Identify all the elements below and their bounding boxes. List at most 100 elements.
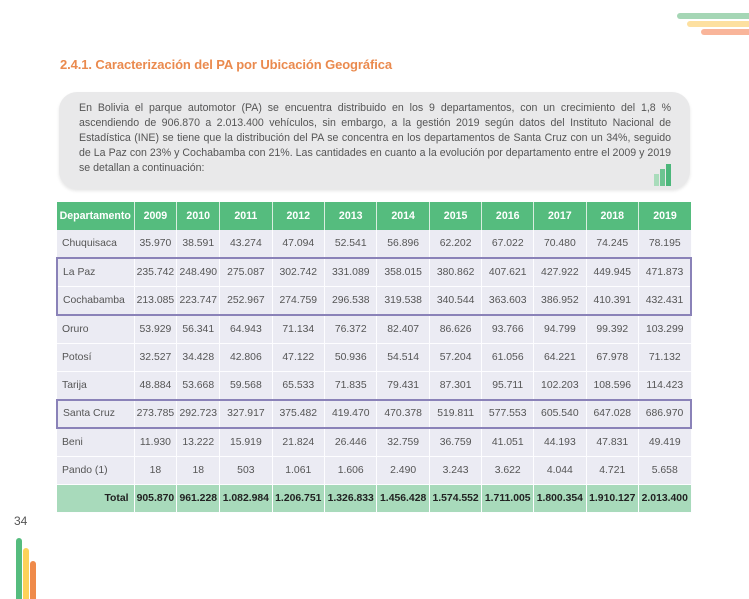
department-name: Santa Cruz xyxy=(56,398,135,430)
vehicle-count-cell: 363.603 xyxy=(481,286,535,316)
department-name: La Paz xyxy=(56,257,135,288)
vehicle-count-cell: 86.626 xyxy=(429,314,483,344)
vehicle-count-cell: 274.759 xyxy=(272,286,326,316)
deco-bar-yellow xyxy=(687,21,749,27)
intro-text: En Bolivia el parque automotor (PA) se e… xyxy=(79,102,671,174)
vehicle-count-cell: 108.596 xyxy=(586,371,639,401)
vehicle-count-cell: 64.943 xyxy=(219,314,273,344)
table-row: Pando (1) 18 18 503 1.061 1.606 2.490 3.243 3.62… xyxy=(57,456,692,486)
deco-bar-green xyxy=(677,13,749,19)
vehicle-count-cell: 419.470 xyxy=(324,398,378,430)
vehicle-count-cell: 99.392 xyxy=(586,314,639,344)
column-header-2010: 2010 xyxy=(176,202,221,230)
column-header-2011: 2011 xyxy=(219,202,273,230)
total-value-cell: 1.206.751 xyxy=(272,484,326,514)
vehicle-count-cell: 18 xyxy=(134,456,178,486)
vehicle-count-cell: 47.094 xyxy=(272,230,326,259)
vehicle-count-cell: 65.533 xyxy=(272,371,326,401)
vehicle-count-cell: 223.747 xyxy=(176,286,221,316)
table-row: Cochabamba 213.085 223.747 252.967 274.759 29… xyxy=(56,286,692,316)
vehicle-count-cell: 26.446 xyxy=(324,428,378,457)
vehicle-count-cell: 407.621 xyxy=(481,257,535,288)
vehicle-count-cell: 42.806 xyxy=(219,343,273,372)
table-header-row: Departamento 2009 2010 2011 2012 2013 2014 2015… xyxy=(57,202,691,230)
vehicle-count-cell: 647.028 xyxy=(586,398,639,430)
deco-bar-green xyxy=(16,538,22,599)
vehicle-count-cell: 503 xyxy=(219,456,273,486)
table-row: Beni 11.930 13.222 15.919 21.824 26.446 32.759… xyxy=(57,428,692,457)
table-row: Oruro 53.929 56.341 64.943 71.134 76.372 82.40… xyxy=(57,314,692,344)
total-value-cell: 905.870 xyxy=(134,484,178,514)
vehicle-count-cell: 36.759 xyxy=(429,428,483,457)
page-number: 34 xyxy=(14,514,28,528)
vehicle-count-cell: 292.723 xyxy=(176,398,221,430)
table-row: Tarija 48.884 53.668 59.568 65.533 71.835 79.4… xyxy=(57,371,692,401)
vehicle-count-cell: 64.221 xyxy=(533,343,587,372)
total-value-cell: 1.082.984 xyxy=(219,484,273,514)
vehicle-count-cell: 427.922 xyxy=(533,257,587,288)
vehicle-count-cell: 70.480 xyxy=(533,230,587,259)
intro-box: En Bolivia el parque automotor (PA) se e… xyxy=(59,92,690,189)
column-header-2014: 2014 xyxy=(376,202,430,230)
vehicle-count-cell: 3.622 xyxy=(481,456,535,486)
vehicle-count-cell: 41.051 xyxy=(481,428,535,457)
vehicle-count-cell: 52.541 xyxy=(324,230,378,259)
vehicle-count-cell: 605.540 xyxy=(533,398,587,430)
vehicle-count-cell: 56.341 xyxy=(176,314,221,344)
column-header-2012: 2012 xyxy=(272,202,326,230)
vehicle-count-cell: 47.122 xyxy=(272,343,326,372)
total-value-cell: 1.326.833 xyxy=(324,484,378,514)
vehicle-count-cell: 380.862 xyxy=(429,257,483,288)
table-row: La Paz 235.742 248.490 275.087 302.742 331.08… xyxy=(56,257,692,288)
vehicle-count-cell: 449.945 xyxy=(586,257,639,288)
vehicle-count-cell: 471.873 xyxy=(638,257,692,288)
vehicle-count-cell: 76.372 xyxy=(324,314,378,344)
column-header-2018: 2018 xyxy=(586,202,639,230)
vehicle-count-cell: 35.970 xyxy=(134,230,178,259)
vehicle-count-cell: 71.134 xyxy=(272,314,326,344)
deco-bar-orange xyxy=(30,561,36,599)
vehicle-count-cell: 13.222 xyxy=(176,428,221,457)
department-name: Potosí xyxy=(57,343,135,372)
vehicle-count-cell: 103.299 xyxy=(638,314,692,344)
vehicle-count-cell: 48.884 xyxy=(134,371,178,401)
vehicle-count-cell: 3.243 xyxy=(429,456,483,486)
vehicle-count-cell: 44.193 xyxy=(533,428,587,457)
vehicle-count-cell: 1.606 xyxy=(324,456,378,486)
total-value-cell: 1.800.354 xyxy=(533,484,587,514)
vehicle-count-cell: 302.742 xyxy=(272,257,326,288)
vehicle-count-cell: 95.711 xyxy=(481,371,535,401)
total-value-cell: 961.228 xyxy=(176,484,221,514)
vehicle-count-cell: 47.831 xyxy=(586,428,639,457)
bar-chart-icon xyxy=(654,164,671,186)
vehicle-count-cell: 296.538 xyxy=(324,286,378,316)
vehicle-count-cell: 2.490 xyxy=(376,456,430,486)
vehicle-count-cell: 62.202 xyxy=(429,230,483,259)
vehicle-count-cell: 94.799 xyxy=(533,314,587,344)
vehicle-count-cell: 54.514 xyxy=(376,343,430,372)
footer-decoration xyxy=(16,538,36,599)
vehicle-count-cell: 93.766 xyxy=(481,314,535,344)
column-header-2013: 2013 xyxy=(324,202,378,230)
vehicle-count-cell: 59.568 xyxy=(219,371,273,401)
vehicle-count-cell: 470.378 xyxy=(376,398,430,430)
vehicle-count-cell: 577.553 xyxy=(481,398,535,430)
vehicle-count-cell: 38.591 xyxy=(176,230,221,259)
vehicle-count-cell: 67.978 xyxy=(586,343,639,372)
vehicle-distribution-table: Departamento 2009 2010 2011 2012 2013 2014 2015… xyxy=(56,202,692,514)
vehicle-count-cell: 4.044 xyxy=(533,456,587,486)
vehicle-count-cell: 686.970 xyxy=(638,398,692,430)
vehicle-count-cell: 78.195 xyxy=(638,230,692,259)
vehicle-count-cell: 102.203 xyxy=(533,371,587,401)
vehicle-count-cell: 252.967 xyxy=(219,286,273,316)
column-header-departamento: Departamento xyxy=(57,202,135,230)
deco-bar-yellow xyxy=(23,548,29,599)
vehicle-count-cell: 50.936 xyxy=(324,343,378,372)
department-name: Oruro xyxy=(57,314,135,344)
vehicle-count-cell: 235.742 xyxy=(134,257,178,288)
total-row: Total 905.870 961.228 1.082.984 1.206.751 1.3… xyxy=(57,484,692,514)
vehicle-count-cell: 67.022 xyxy=(481,230,535,259)
vehicle-count-cell: 71.835 xyxy=(324,371,378,401)
total-value-cell: 1.711.005 xyxy=(481,484,535,514)
vehicle-count-cell: 18 xyxy=(176,456,221,486)
